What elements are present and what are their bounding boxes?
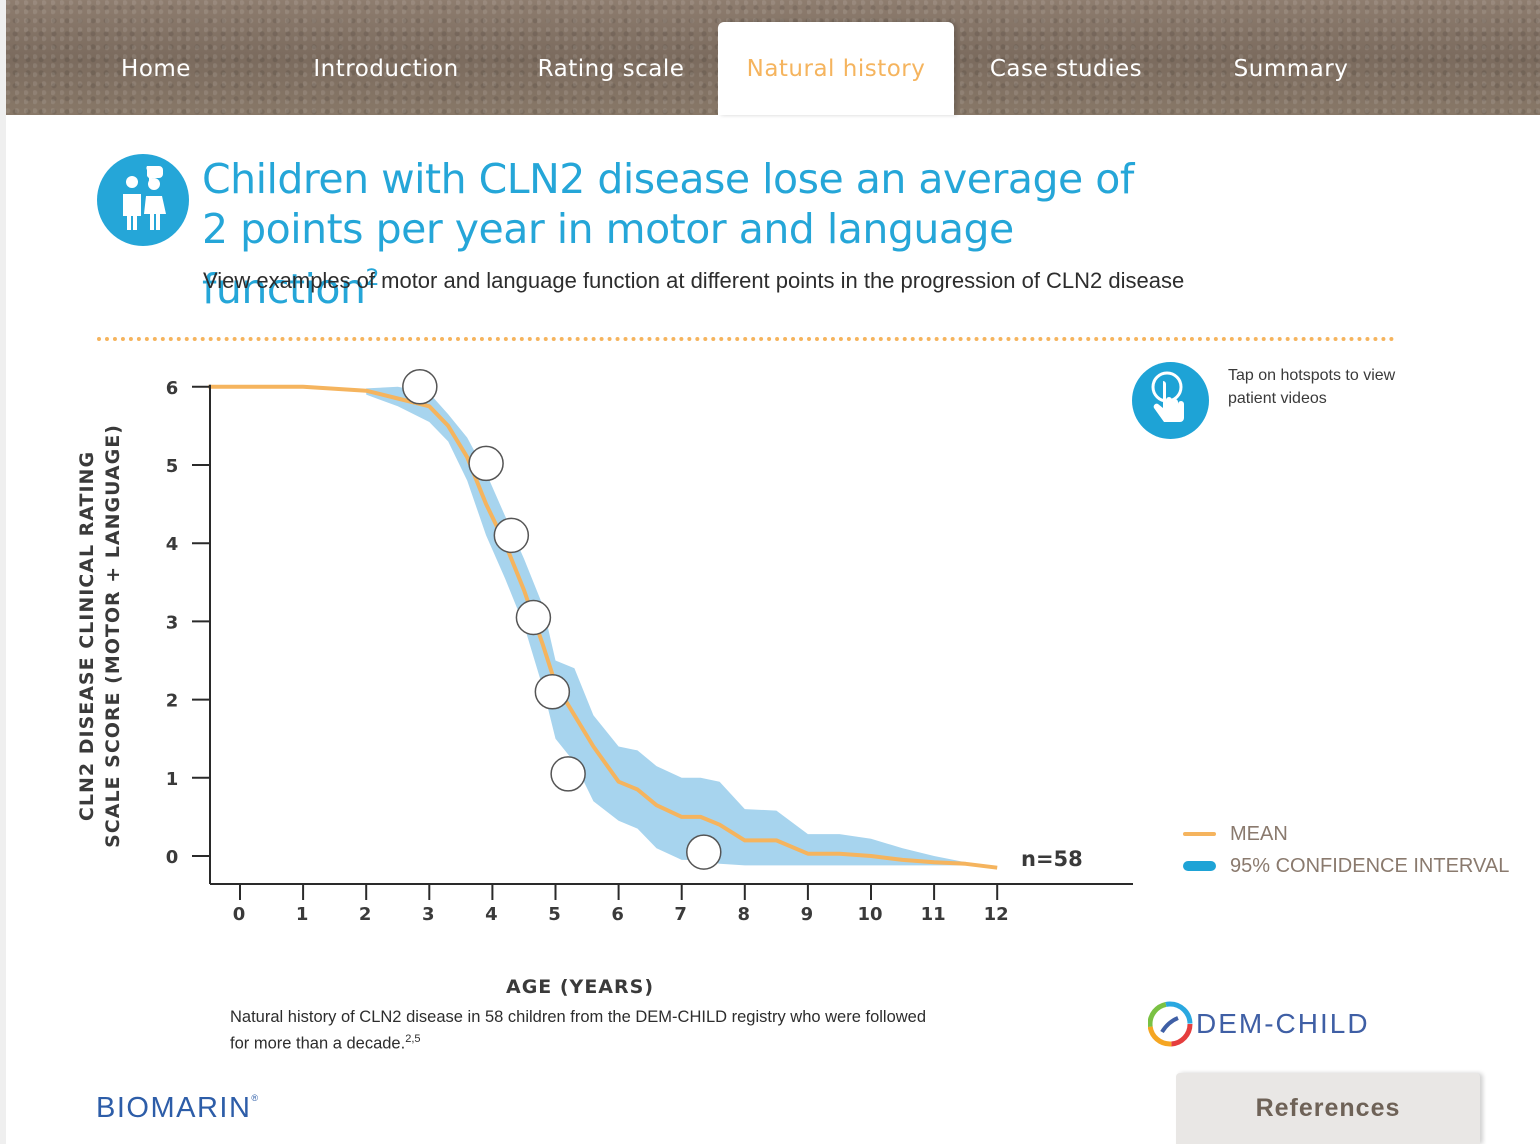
x-tick-label: 1: [296, 904, 309, 925]
hotspot-hint: Tap on hotspots to view patient videos: [1228, 367, 1396, 407]
references-button[interactable]: References: [1176, 1073, 1480, 1144]
y-tick-label: 0: [166, 847, 179, 868]
tab-introduction[interactable]: Introduction: [313, 55, 459, 82]
legend-swatch-mean: [1183, 832, 1216, 836]
caption-reference: 2,5: [405, 1033, 421, 1045]
x-tick-label: 0: [233, 904, 246, 925]
y-axis-label-line-2: SCALE SCORE (MOTOR + LANGUAGE): [102, 424, 124, 848]
tab-summary[interactable]: Summary: [1233, 55, 1349, 82]
tab-home[interactable]: Home: [121, 55, 191, 82]
title-line-2: 2 points per year in motor and language …: [202, 205, 1014, 313]
dem-child-wordmark: DEM-CHILD: [1196, 1008, 1370, 1039]
dotted-divider: [97, 337, 1395, 341]
x-tick-label: 9: [801, 904, 814, 925]
legend-swatch-ci: [1183, 861, 1216, 871]
patient-video-hotspot[interactable]: [515, 599, 552, 636]
tab-natural-history[interactable]: Natural history: [718, 22, 954, 115]
family-doctor-icon: [97, 154, 189, 246]
y-tick-label: 6: [166, 378, 179, 399]
y-tick-label: 3: [166, 612, 179, 633]
patient-video-hotspot[interactable]: [550, 756, 586, 792]
y-tick-label: 4: [166, 534, 179, 555]
x-axis-label: AGE (YEARS): [506, 976, 654, 998]
legend-label-mean: MEAN: [1230, 822, 1288, 845]
y-axis-label-line-1: CLN2 DISEASE CLINICAL RATING: [76, 451, 98, 821]
patient-video-hotspot[interactable]: [686, 834, 722, 870]
chart-caption: Natural history of CLN2 disease in 58 ch…: [230, 1006, 930, 1055]
legend-item-mean: MEAN: [1183, 818, 1509, 850]
patient-video-hotspot[interactable]: [402, 369, 438, 405]
legend-label-ci: 95% CONFIDENCE INTERVAL: [1230, 854, 1510, 877]
y-tick-label: 5: [166, 456, 179, 477]
x-tick-label: 6: [611, 904, 624, 925]
patient-video-hotspot[interactable]: [534, 674, 571, 710]
title-reference: 2: [365, 266, 379, 291]
x-tick-label: 5: [548, 904, 561, 925]
dem-child-logo: [1148, 1001, 1193, 1047]
x-tick-label: 10: [857, 904, 882, 925]
page-title: Children with CLN2 disease lose an avera…: [202, 154, 1202, 314]
x-tick-label: 2: [359, 904, 372, 925]
patient-video-hotspot[interactable]: [493, 517, 530, 554]
tab-rating-scale[interactable]: Rating scale: [537, 55, 685, 82]
tap-hand-icon-graphic: [1151, 371, 1184, 422]
title-line-1: Children with CLN2 disease lose an avera…: [202, 155, 1134, 203]
sample-size-annotation: n=58: [1021, 847, 1083, 871]
biomarin-wordmark: BIOMARIN: [96, 1092, 252, 1124]
caption-text: Natural history of CLN2 disease in 58 ch…: [230, 1008, 927, 1053]
legend-item-ci: 95% CONFIDENCE INTERVAL: [1183, 850, 1509, 882]
x-tick-label: 8: [738, 904, 751, 925]
x-tick-label: 4: [485, 904, 498, 925]
biomarin-logo: BIOMARIN®: [96, 1092, 260, 1125]
x-tick-label: 3: [422, 904, 435, 925]
x-tick-label: 7: [674, 904, 687, 925]
mean-line: [208, 384, 998, 870]
y-tick-label: 1: [166, 769, 179, 790]
x-tick-label: 12: [984, 904, 1009, 925]
top-navigation: Home Introduction Rating scale Natural h…: [6, 0, 1540, 115]
confidence-interval-band: [366, 386, 966, 866]
x-tick-label: 11: [921, 904, 946, 925]
page-left-edge: [0, 0, 6, 1144]
y-tick-label: 2: [166, 691, 179, 712]
family-doctor-icon-graphic: [123, 166, 166, 230]
tap-hand-icon: [1132, 362, 1209, 439]
biomarin-trademark: ®: [251, 1093, 260, 1103]
page-subtitle: View examples of motor and language func…: [203, 268, 1185, 293]
tab-case-studies[interactable]: Case studies: [989, 55, 1143, 82]
chart-legend: MEAN 95% CONFIDENCE INTERVAL: [1183, 818, 1509, 882]
patient-video-hotspot[interactable]: [468, 445, 504, 482]
